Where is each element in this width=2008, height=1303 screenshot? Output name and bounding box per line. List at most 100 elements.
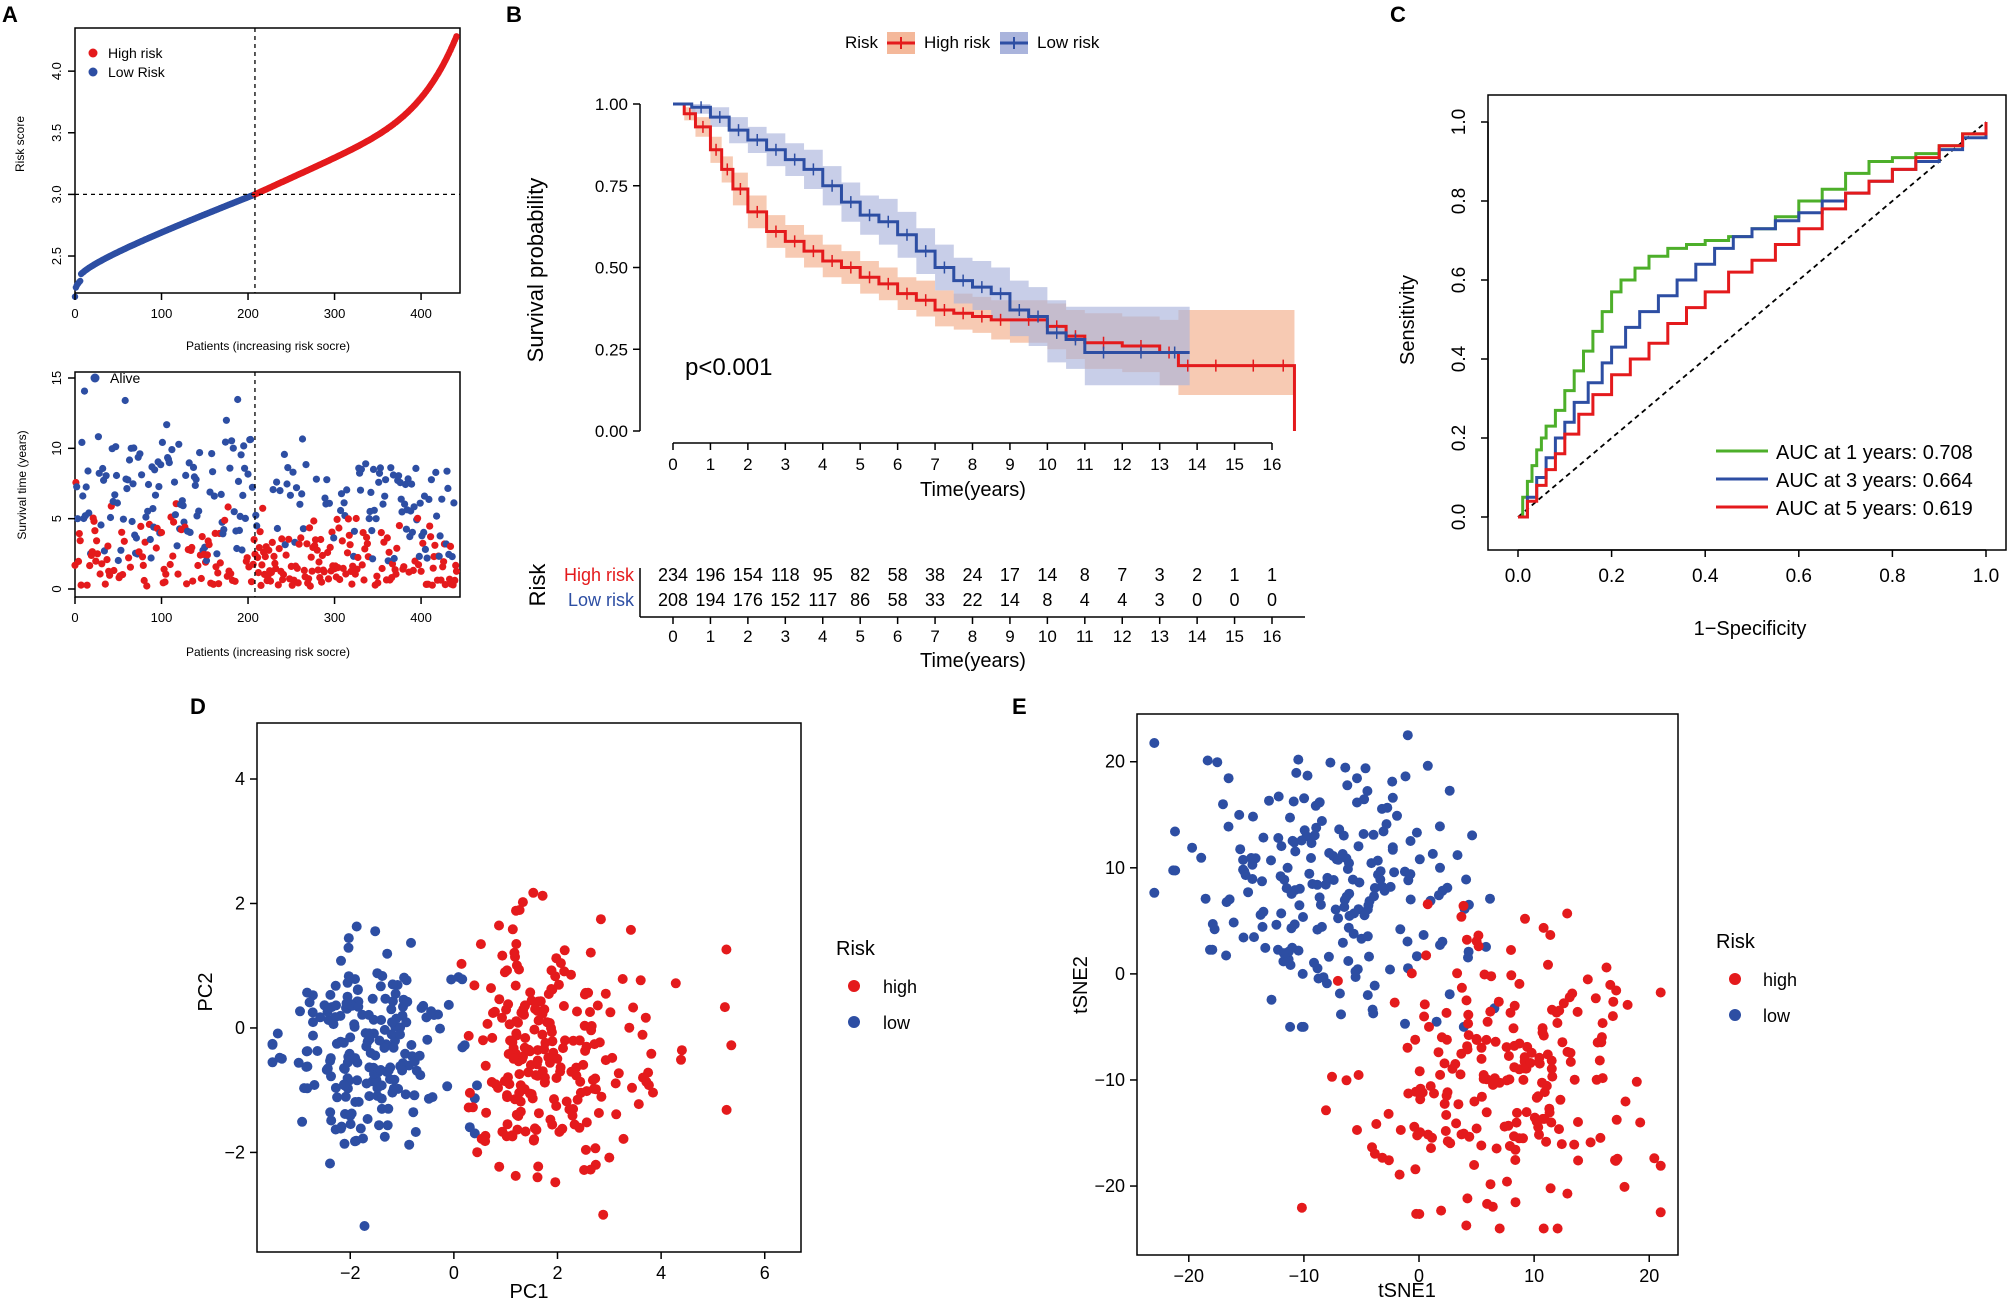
x-tick-label: 6 — [760, 1263, 770, 1283]
y-tick-label: 3.0 — [49, 185, 64, 203]
x-tick-label: 4 — [656, 1263, 666, 1283]
alive-point — [350, 527, 358, 535]
y-axis-label: Sensitivity — [1397, 275, 1419, 365]
high-point — [1610, 1155, 1621, 1166]
dead-point — [446, 542, 455, 551]
high-point — [502, 1092, 513, 1103]
y-tick-label: 0.2 — [1449, 425, 1470, 451]
high-point — [497, 950, 508, 961]
dead-point — [209, 580, 217, 588]
low-point — [1287, 835, 1298, 846]
high-point — [598, 1209, 609, 1220]
low-point — [410, 1127, 421, 1137]
y-tick-label: 0.25 — [595, 340, 628, 359]
low-point — [1485, 893, 1495, 904]
axes: 0 1 2 3 4 5 6 7 8 9 10 11 12 13 14 15 160.000.250.500.75… — [595, 95, 1282, 474]
low-risk-count: 117 — [808, 590, 837, 610]
dead-point — [227, 570, 235, 578]
low-point — [1212, 757, 1223, 768]
alive-point — [321, 494, 329, 502]
low-point — [349, 1019, 360, 1030]
high-point — [469, 980, 480, 991]
high-point — [1541, 1136, 1552, 1147]
high-point — [578, 1059, 589, 1070]
alive-point — [240, 442, 248, 450]
alive-point — [74, 515, 82, 523]
dead-point — [360, 576, 368, 584]
alive-point — [323, 476, 331, 484]
panel-a-survival-status: 0 100 200 300 400 0 5 10 15 Survival time (years… — [15, 370, 461, 659]
high-point — [1545, 930, 1556, 940]
high-risk-count: 196 — [695, 565, 725, 585]
dead-point — [293, 564, 301, 572]
legend-title: Risk — [1716, 931, 1756, 953]
alive-point — [289, 468, 297, 476]
low-point — [401, 1017, 412, 1028]
high-point — [537, 890, 548, 901]
high-point — [539, 1004, 550, 1015]
low-point — [388, 1042, 399, 1053]
high-point — [1573, 1117, 1583, 1127]
high-point — [591, 1084, 601, 1095]
alive-point — [210, 492, 218, 500]
high-risk-count: 58 — [888, 565, 908, 585]
legend-low-marker — [848, 1016, 860, 1028]
high-point — [539, 1072, 550, 1083]
dead-point — [261, 553, 269, 561]
high-risk-count: 24 — [962, 565, 982, 585]
x-tick-label: 2 — [743, 627, 752, 646]
low-point — [1385, 964, 1395, 975]
low-point — [414, 1050, 425, 1061]
dead-point — [353, 565, 361, 573]
alive-point — [78, 438, 86, 446]
low-point — [400, 1048, 411, 1059]
dead-point — [306, 582, 314, 590]
low-risk-count: 0 — [1267, 590, 1277, 610]
high-point — [1531, 1116, 1542, 1127]
low-point — [1362, 904, 1373, 915]
dead-point — [388, 560, 397, 568]
high-point — [1493, 996, 1504, 1007]
low-point — [406, 937, 416, 948]
high-point — [1546, 1055, 1557, 1066]
alive-point — [273, 478, 281, 486]
high-point — [1482, 1016, 1493, 1027]
low-point — [1405, 836, 1416, 846]
dead-point — [346, 541, 354, 549]
y-tick-label: 0.6 — [1449, 267, 1470, 293]
low-point — [336, 1121, 347, 1132]
y-tick-label: 20 — [1105, 752, 1125, 772]
low-point — [343, 933, 354, 944]
low-point — [325, 989, 336, 1000]
high-point — [1491, 1143, 1502, 1154]
low-point — [1381, 819, 1392, 830]
high-point — [643, 1067, 654, 1078]
survival-points — [71, 387, 461, 590]
high-point — [1501, 1042, 1512, 1053]
low-point — [1427, 848, 1438, 859]
legend-low-label: low — [1763, 1006, 1791, 1026]
table-x-label: Time(years) — [920, 650, 1026, 672]
high-point — [1403, 1088, 1414, 1099]
alive-point — [136, 450, 144, 458]
dead-point — [282, 551, 290, 559]
low-point — [375, 1065, 386, 1075]
alive-point — [375, 478, 383, 486]
low-point — [457, 974, 468, 985]
alive-point — [102, 472, 110, 480]
high-risk-count: 234 — [658, 565, 688, 585]
low-point — [1364, 951, 1374, 962]
low-point — [404, 1139, 415, 1150]
alive-point — [142, 513, 150, 521]
high-risk-count: 7 — [1117, 565, 1127, 585]
high-point — [1546, 1063, 1557, 1074]
dead-point — [377, 529, 385, 537]
alive-point — [427, 476, 435, 484]
low-point — [332, 1092, 343, 1103]
high-point — [1456, 911, 1467, 922]
high-point — [1552, 1018, 1563, 1028]
high-point — [1456, 982, 1467, 993]
high-point — [1471, 1123, 1482, 1134]
high-point — [1525, 1058, 1536, 1068]
x-tick-label: 16 — [1263, 455, 1282, 474]
